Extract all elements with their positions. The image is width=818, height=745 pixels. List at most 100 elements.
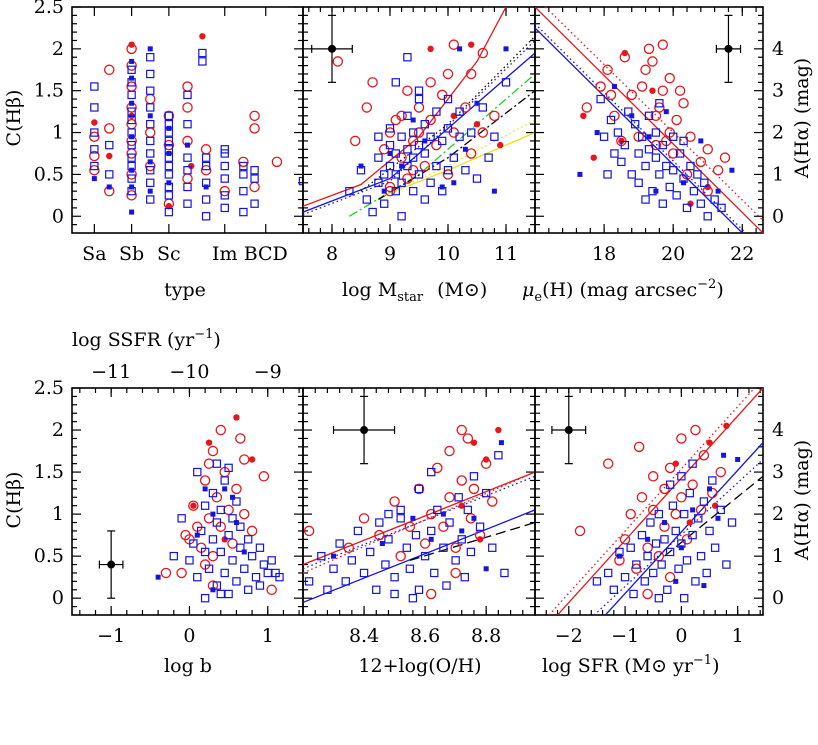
panel-plot-area [303, 395, 535, 604]
point-filled-square-blue [701, 583, 707, 589]
point-filled-square-blue [661, 520, 667, 526]
point-open-square-blue [208, 488, 218, 498]
point-open-square-blue [200, 593, 210, 603]
point-filled-square-blue [129, 209, 135, 215]
top-axis-label-ssfr-close: ) [213, 329, 220, 351]
point-open-circle-red [182, 173, 193, 184]
x-tick-label: 1 [262, 625, 274, 647]
x-tick-label: 9 [384, 243, 396, 265]
point-open-square-blue [668, 132, 678, 141]
point-filled-circle-red [470, 439, 478, 446]
point-open-square-blue [232, 497, 241, 506]
x-tick-label: 8.6 [410, 625, 440, 647]
point-open-square-blue [629, 589, 638, 599]
point-open-square-blue [396, 505, 405, 515]
panel-plot-area [303, 7, 535, 221]
panel-mass: 8 9 10 11 [302, 6, 536, 265]
point-open-square-blue [90, 145, 99, 154]
x-axis-label-mue-tail: (H) (mag arcsec [542, 279, 697, 301]
panel-type: Sa Sb Sc Im BCD 0 0.5 1 1.5 2 2.5 [34, 0, 304, 265]
fit-line-solid-blue [604, 442, 763, 615]
point-open-square-blue [481, 488, 491, 498]
point-open-square-blue [201, 212, 211, 221]
point-filled-circle-red [649, 87, 656, 94]
point-open-circle-red [144, 93, 156, 105]
point-open-square-blue [201, 195, 211, 204]
point-open-square-blue [679, 509, 689, 519]
point-open-square-blue [236, 543, 245, 552]
point-open-circle-red [188, 500, 199, 511]
point-open-square-blue [380, 199, 389, 208]
y-right-tick-label: 0 [772, 587, 784, 609]
point-open-square-blue [105, 140, 114, 150]
x-axis-label-sfr: log SFR (M⊙ yr−1) [542, 653, 720, 677]
point-open-circle-red [89, 164, 100, 176]
fit-line-solid-red [303, 471, 535, 566]
point-open-square-blue [197, 526, 206, 536]
point-filled-square-blue [678, 545, 684, 551]
point-filled-square-blue [147, 46, 153, 52]
point-open-square-blue [220, 161, 229, 171]
point-open-square-blue [239, 161, 248, 171]
point-open-square-blue [420, 149, 430, 158]
point-open-circle-red [605, 89, 617, 101]
point-open-square-blue [668, 166, 678, 175]
point-open-square-blue [691, 577, 700, 586]
y-right-tick-label: 3 [772, 80, 784, 102]
fit-line-solid-blue [303, 52, 535, 213]
point-filled-square-blue [653, 188, 659, 194]
point-open-circle-red [602, 64, 613, 76]
panel-frame [534, 387, 764, 616]
point-filled-square-blue [645, 536, 651, 542]
point-filled-square-blue [155, 574, 161, 580]
point-open-square-blue [374, 153, 383, 162]
point-open-square-blue [164, 136, 174, 146]
point-open-circle-red [670, 508, 681, 520]
point-open-square-blue [644, 145, 654, 154]
point-open-square-blue [385, 161, 395, 171]
point-open-square-blue [317, 551, 326, 561]
x-tick-label: −2 [555, 625, 583, 647]
point-filled-square-blue [166, 150, 172, 156]
point-open-square-blue [403, 53, 412, 62]
point-open-circle-red [413, 102, 425, 113]
x-tick-label: 18 [592, 243, 616, 265]
point-open-square-blue [651, 153, 661, 162]
point-open-circle-red [246, 525, 258, 537]
point-open-square-blue [420, 119, 430, 129]
point-open-square-blue [397, 212, 406, 221]
point-open-square-blue [660, 535, 669, 544]
point-open-square-blue [372, 585, 381, 594]
point-open-circle-red [636, 492, 648, 503]
point-open-circle-red [657, 85, 669, 96]
top-axis-label-ssfr: log SSFR (yr−1) [72, 327, 221, 351]
point-open-circle-red [349, 135, 361, 147]
point-open-circle-red [659, 483, 670, 495]
x-axis-label-logb: log b [164, 655, 212, 677]
point-open-square-blue [599, 132, 609, 141]
point-open-square-blue [275, 572, 284, 582]
point-filled-circle-red [723, 422, 730, 430]
point-open-square-blue [380, 170, 389, 179]
point-open-circle-red [332, 56, 344, 67]
x-tick-label: 1 [732, 625, 744, 647]
x-axis-label-sfr-sup: −1 [693, 653, 712, 668]
point-open-circle-red [626, 89, 637, 101]
point-open-circle-red [687, 479, 698, 490]
point-open-square-blue [220, 203, 229, 213]
fit-line-dotted-black [360, 35, 535, 192]
x-axis-label-mue-mu: μ [522, 279, 534, 301]
point-open-circle-red [271, 156, 283, 168]
point-filled-circle-red [128, 41, 135, 48]
point-filled-square-blue [129, 184, 135, 190]
point-open-square-blue [183, 199, 192, 208]
point-open-circle-red [468, 483, 480, 495]
point-open-square-blue [146, 178, 155, 187]
point-open-circle-red [448, 39, 460, 50]
point-open-square-blue [251, 572, 261, 582]
point-open-square-blue [409, 153, 418, 162]
point-open-square-blue [243, 535, 253, 544]
y-right-tick-label: 2 [772, 503, 784, 525]
y-tick-label: 0.5 [34, 545, 64, 567]
point-open-circle-red [126, 190, 137, 201]
